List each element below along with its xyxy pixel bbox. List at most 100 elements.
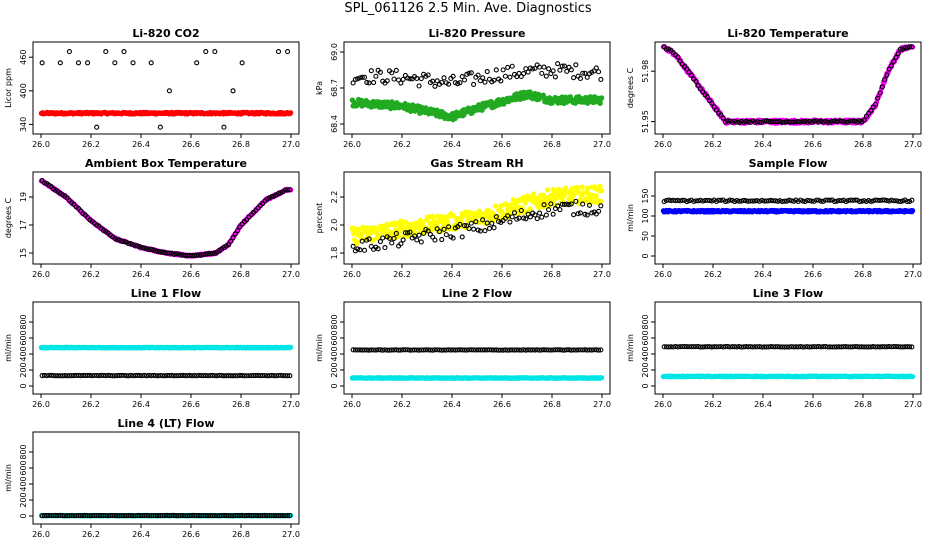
- data-point: [350, 243, 356, 249]
- x-tick-label: 27.0: [282, 270, 300, 279]
- x-tick-label: 26.6: [804, 270, 822, 279]
- data-point: [444, 218, 451, 225]
- data-point: [536, 210, 543, 216]
- data-point: [157, 124, 163, 130]
- x-tick-label: 26.2: [82, 270, 100, 279]
- data-point: [389, 240, 395, 246]
- data-point: [593, 65, 599, 71]
- x-tick-label: 26.2: [704, 270, 722, 279]
- data-point: [285, 49, 291, 55]
- data-point: [471, 81, 477, 88]
- data-point: [596, 208, 602, 214]
- y-tick-label: 400: [19, 346, 28, 361]
- y-tick-label: 600: [19, 330, 28, 345]
- chart-title: Sample Flow: [749, 157, 828, 170]
- y-tick-label: 68.7: [330, 79, 339, 97]
- data-point: [418, 76, 424, 82]
- y-tick-label: 800: [641, 314, 650, 329]
- x-tick-label: 27.0: [282, 530, 300, 539]
- y-tick-label: 800: [330, 314, 339, 329]
- x-tick-label: 26.6: [804, 400, 822, 409]
- series-cyan: [38, 344, 294, 351]
- x-tick-label: 26.6: [182, 140, 200, 149]
- y-tick-label: 200: [641, 362, 650, 377]
- x-tick-label: 26.4: [443, 400, 461, 409]
- data-point: [288, 344, 294, 350]
- y-axis-label: degrees C: [4, 197, 13, 238]
- data-point: [530, 191, 537, 197]
- x-tick-label: 26.8: [543, 400, 561, 409]
- data-point: [432, 83, 438, 89]
- data-point: [598, 76, 604, 83]
- data-point: [557, 207, 563, 213]
- y-axis-label: ml/min: [4, 464, 13, 492]
- data-point: [550, 187, 556, 193]
- x-tick-label: 26.4: [754, 140, 772, 149]
- x-tick-label: 26.4: [754, 400, 772, 409]
- y-tick-label: 150: [641, 188, 650, 203]
- data-point: [539, 70, 545, 76]
- data-point: [523, 66, 529, 72]
- x-tick-label: 26.2: [704, 140, 722, 149]
- data-point: [434, 78, 440, 84]
- y-axis-label: kPa: [315, 81, 324, 95]
- x-tick-label: 26.2: [82, 140, 100, 149]
- data-point: [439, 236, 445, 243]
- data-point: [39, 60, 45, 66]
- data-point: [480, 75, 486, 81]
- data-point: [288, 110, 294, 116]
- data-point: [550, 68, 556, 74]
- data-point: [75, 60, 82, 66]
- y-tick-label: 19: [19, 192, 28, 202]
- data-point: [530, 66, 536, 72]
- x-tick-label: 27.0: [593, 270, 611, 279]
- data-point: [507, 74, 513, 80]
- data-point: [112, 60, 118, 66]
- data-point: [479, 107, 485, 113]
- data-point: [541, 64, 547, 70]
- y-axis-label: ml/min: [626, 334, 635, 362]
- y-tick-label: 51.98: [641, 60, 650, 83]
- y-tick-label: 15: [19, 248, 28, 258]
- chart-title: Line 4 (LT) Flow: [118, 417, 215, 430]
- data-point: [552, 74, 558, 80]
- data-point: [482, 79, 488, 85]
- y-tick-label: 400: [19, 83, 28, 98]
- data-point: [539, 214, 545, 220]
- chart-title: Li-820 Temperature: [727, 27, 848, 40]
- data-point: [486, 225, 493, 232]
- x-tick-label: 26.0: [32, 270, 50, 279]
- series-green: [349, 89, 605, 123]
- data-point: [462, 209, 469, 215]
- chart-panel-4: Ambient Box Temperature degrees C 26.0 26.2…: [4, 157, 300, 279]
- x-tick-label: 27.0: [904, 270, 922, 279]
- x-tick-label: 26.4: [443, 140, 461, 149]
- data-point: [382, 245, 388, 251]
- x-tick-label: 26.8: [854, 270, 872, 279]
- data-point: [471, 226, 477, 232]
- data-point: [384, 78, 390, 84]
- y-tick-label: 0: [330, 383, 339, 388]
- series-black: [39, 49, 291, 130]
- data-point: [212, 49, 218, 55]
- x-tick-label: 26.0: [32, 400, 50, 409]
- x-tick-label: 26.8: [854, 400, 872, 409]
- y-tick-label: 0: [641, 253, 650, 258]
- data-point: [555, 61, 561, 67]
- figure-title: SPL_061126 2.5 Min. Ave. Diagnostics: [344, 1, 592, 16]
- x-tick-label: 26.0: [654, 140, 672, 149]
- x-tick-label: 26.4: [132, 530, 150, 539]
- x-tick-label: 26.6: [182, 530, 200, 539]
- chart-title: Ambient Box Temperature: [85, 157, 247, 170]
- data-point: [564, 68, 570, 74]
- data-point: [598, 198, 604, 204]
- x-tick-label: 26.6: [182, 400, 200, 409]
- data-point: [546, 66, 552, 72]
- series-black: [661, 44, 915, 125]
- data-point: [525, 69, 531, 75]
- x-tick-label: 26.8: [232, 400, 250, 409]
